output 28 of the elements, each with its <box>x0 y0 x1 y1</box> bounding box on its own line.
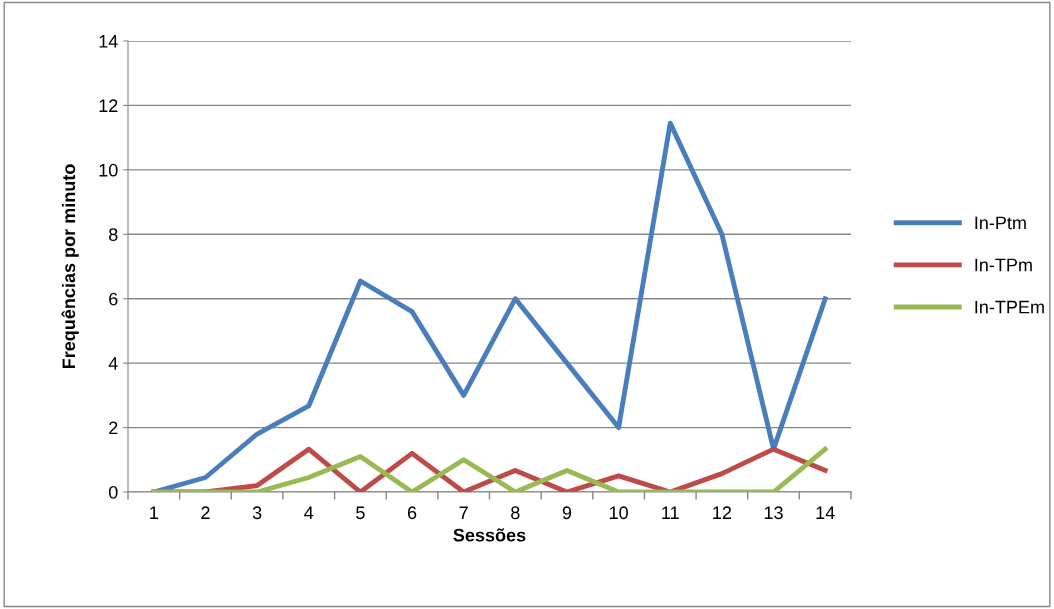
x-tick-label: 2 <box>201 506 210 519</box>
y-tick-label: 10 <box>99 163 118 177</box>
x-tick-label: 12 <box>713 506 732 519</box>
x-tick-label: 11 <box>662 506 679 519</box>
y-tick-label: 4 <box>108 357 118 370</box>
x-tick-label: 14 <box>816 506 835 519</box>
x-tick-label: 5 <box>356 506 365 520</box>
y-tick-label: 14 <box>99 35 118 48</box>
legend-label: In-Ptm <box>975 216 1026 230</box>
legend-label: In-TPEm <box>975 300 1044 314</box>
x-tick-label: 13 <box>764 506 783 520</box>
y-tick-label: 12 <box>99 99 118 112</box>
x-tick-label: 7 <box>459 506 468 519</box>
y-tick-label: 0 <box>108 485 118 499</box>
x-tick-label: 10 <box>609 506 628 520</box>
x-axis-title: Sessões <box>453 528 526 542</box>
x-tick-label: 8 <box>511 506 520 520</box>
legend-label: In-TPm <box>975 258 1032 272</box>
x-tick-label: 9 <box>562 506 572 520</box>
x-tick-label: 3 <box>252 506 262 520</box>
x-tick-label: 6 <box>407 506 417 520</box>
y-tick-label: 2 <box>109 421 118 435</box>
line-series <box>151 120 828 492</box>
x-tick-label: 1 <box>150 506 158 519</box>
y-tick-label: 8 <box>109 228 118 242</box>
y-tick-label: 6 <box>109 292 118 306</box>
y-axis-title: Frequências por minuto <box>61 164 79 369</box>
x-tick-label: 4 <box>304 506 314 519</box>
